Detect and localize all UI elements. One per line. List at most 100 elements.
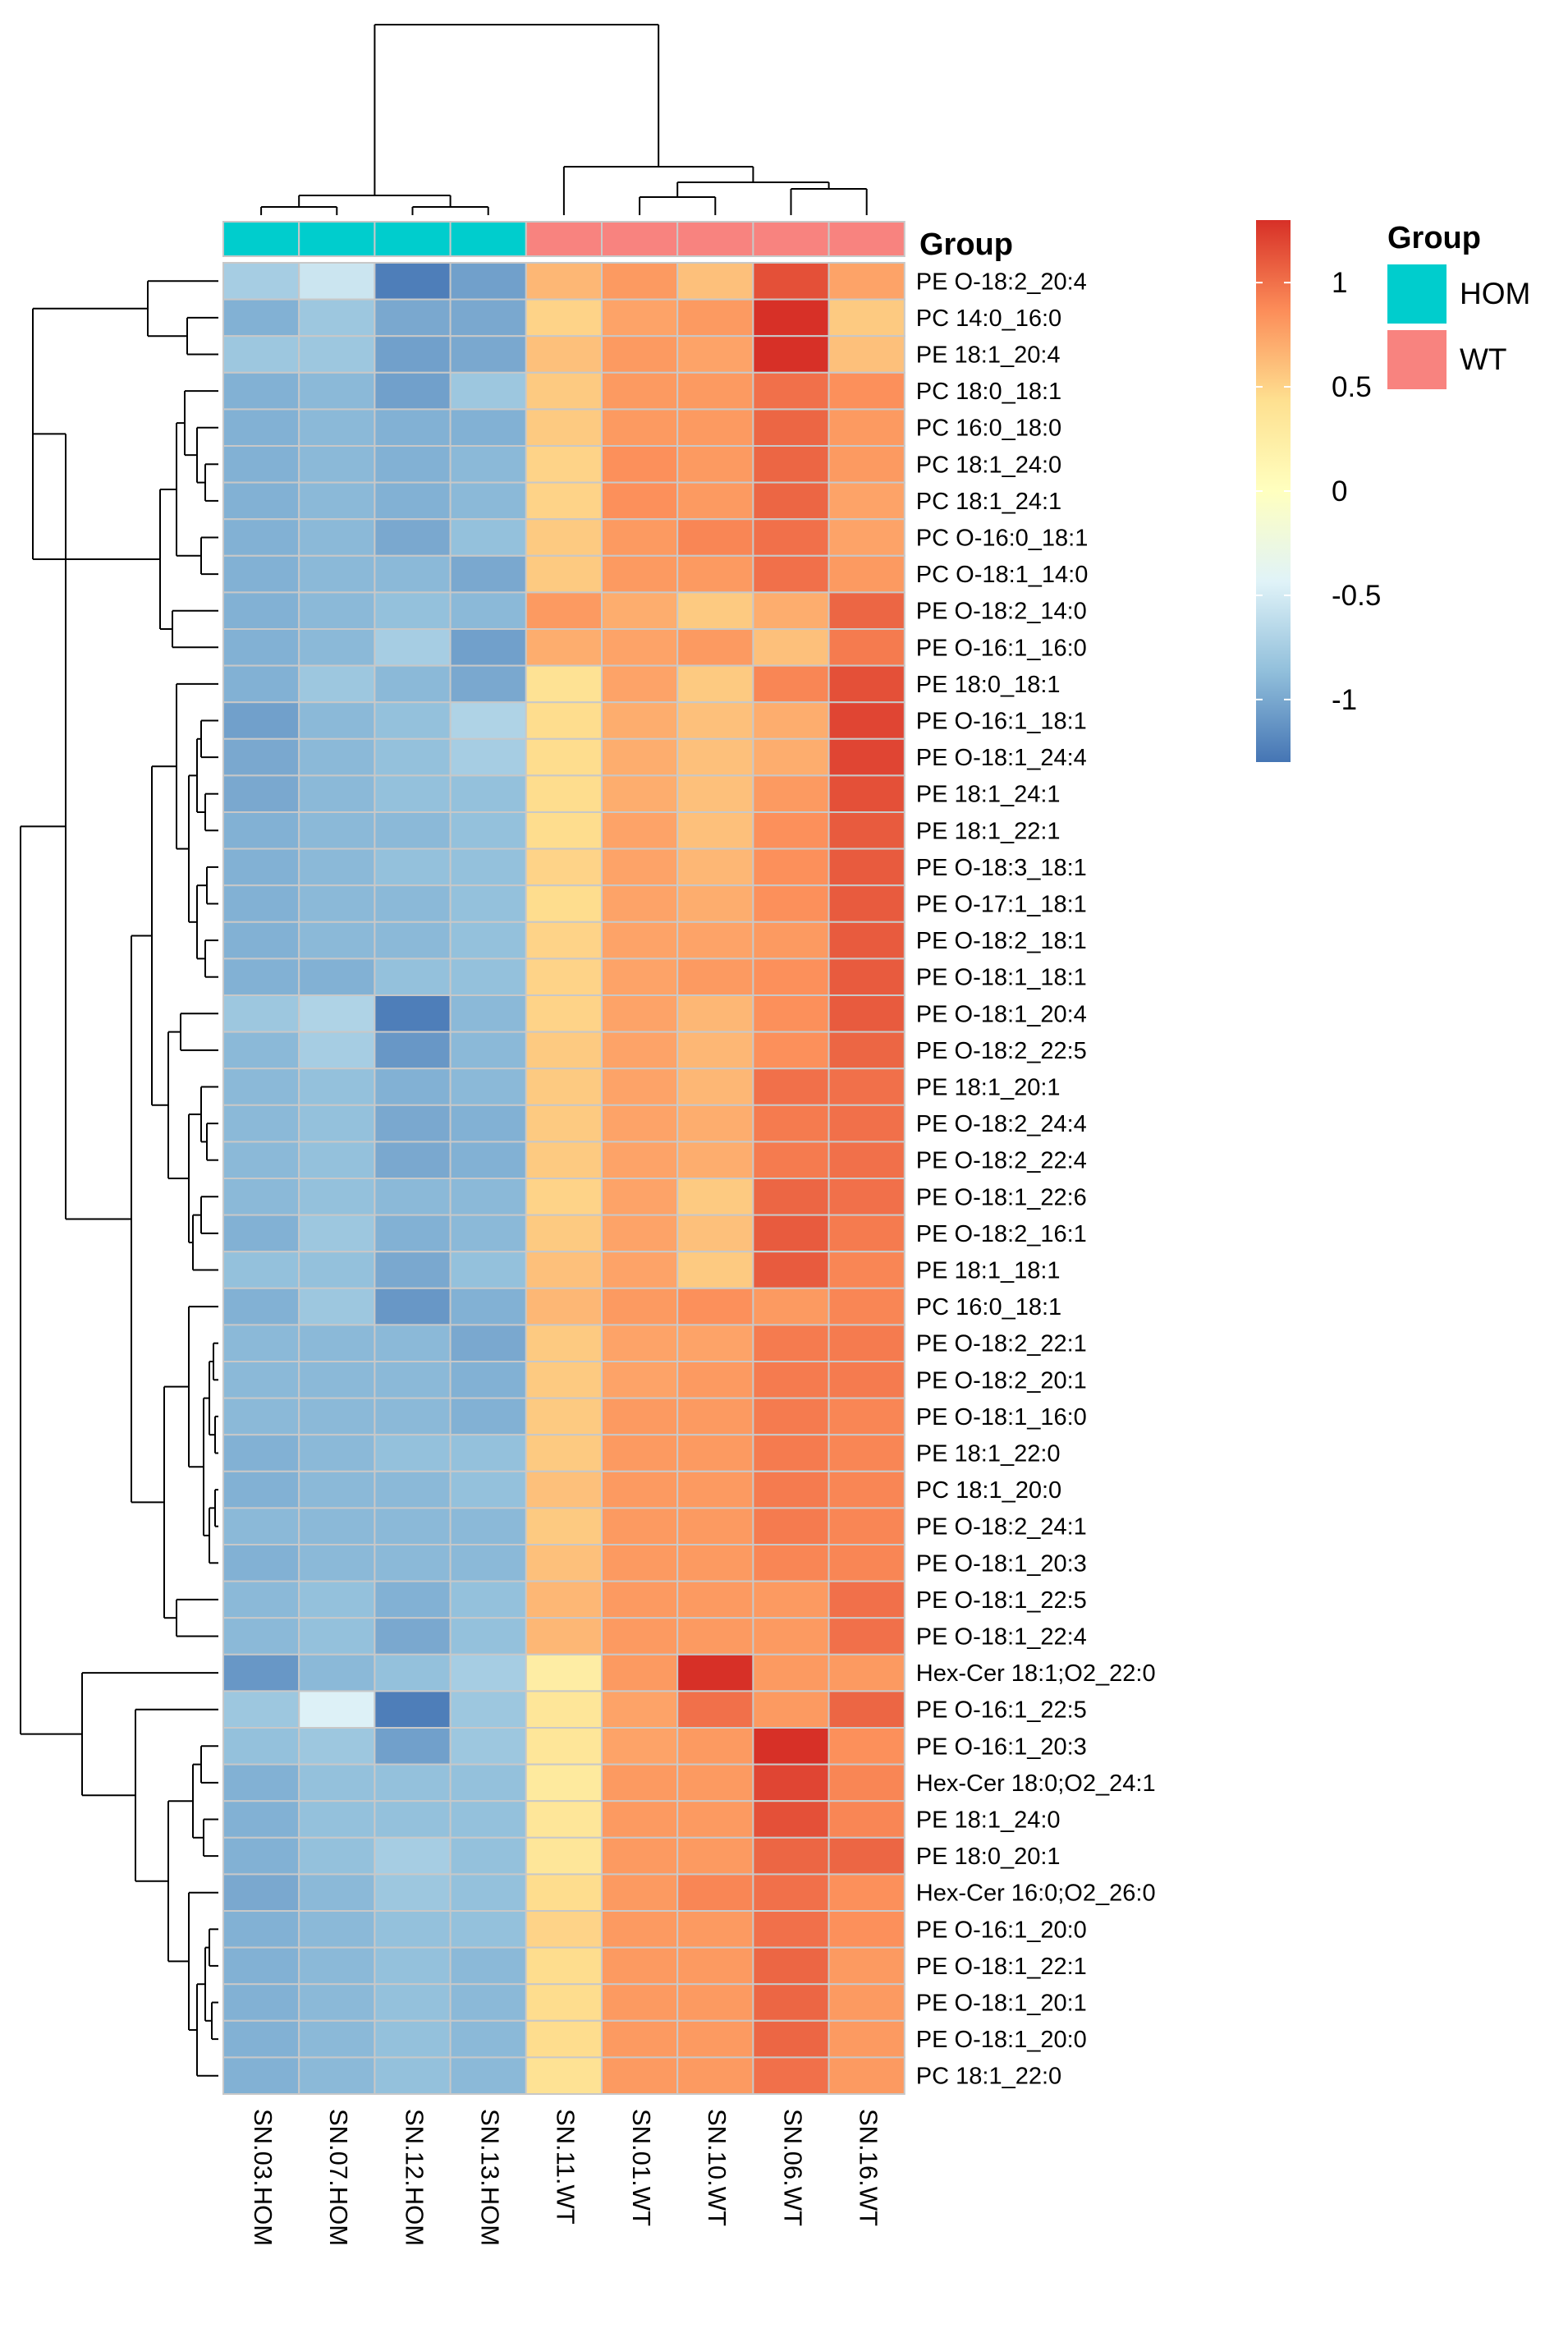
heatmap-cell (752, 1653, 830, 1692)
heatmap-cell (222, 481, 300, 521)
heatmap-cell (601, 2056, 679, 2095)
heatmap-cell (676, 1727, 754, 1766)
row-label: PE O-18:1_20:1 (916, 1991, 1087, 2017)
heatmap-cell (298, 884, 376, 923)
heatmap-cell (525, 1178, 603, 1216)
column-label: SN.11.WT (552, 2109, 580, 2225)
heatmap-cell (525, 1324, 603, 1363)
heatmap-cell (449, 958, 527, 997)
heatmap-cell (828, 298, 905, 338)
heatmap-cell (298, 2056, 376, 2095)
heatmap-cell (449, 1287, 527, 1326)
column-label: SN.13.HOM (476, 2109, 505, 2246)
heatmap-cell (828, 1653, 905, 1692)
heatmap-cell (298, 445, 376, 484)
heatmap-cell (525, 811, 603, 850)
heatmap-cell (752, 1104, 830, 1143)
heatmap-cell (676, 262, 754, 301)
heatmap-cell (374, 921, 452, 960)
heatmap-cell (752, 335, 830, 374)
heatmap-cell (601, 262, 679, 301)
heatmap-cell (298, 1141, 376, 1180)
group-legend-swatch (1387, 264, 1447, 324)
heatmap-cell (449, 1946, 527, 1986)
row-dendrogram (20, 280, 218, 2077)
heatmap-cell (222, 1397, 300, 1436)
heatmap-cell (601, 1800, 679, 1839)
heatmap-cell (601, 554, 679, 594)
heatmap-cell (676, 1544, 754, 1582)
heatmap-cell (222, 1544, 300, 1582)
color-bar-tick-label: -0.5 (1332, 580, 1381, 612)
heatmap-cell (374, 1983, 452, 2022)
heatmap-cell (222, 811, 300, 850)
heatmap-cell (828, 921, 905, 960)
heatmap-cell (676, 1434, 754, 1472)
heatmap-cell (374, 481, 452, 521)
heatmap-cell (222, 1910, 300, 1949)
heatmap-cell (222, 1324, 300, 1363)
column-label: SN.03.HOM (249, 2109, 277, 2246)
heatmap-cell (676, 1763, 754, 1803)
heatmap-cell (676, 1324, 754, 1363)
heatmap-cell (601, 1031, 679, 1070)
heatmap-cell (298, 1068, 376, 1106)
heatmap-cell (525, 737, 603, 777)
heatmap-cell (525, 847, 603, 887)
heatmap-cell (374, 1178, 452, 1216)
heatmap-cell (752, 1251, 830, 1289)
heatmap-cell (374, 371, 452, 411)
heatmap-cell (298, 1836, 376, 1876)
heatmap-cell (828, 884, 905, 923)
heatmap-cell (752, 1836, 830, 1876)
heatmap-cell (298, 1544, 376, 1582)
heatmap-cell (828, 1836, 905, 1876)
heatmap-cell (676, 1946, 754, 1986)
row-label: PE O-18:2_14:0 (916, 599, 1087, 625)
row-label: PE O-18:2_22:4 (916, 1148, 1087, 1174)
heatmap-cell (525, 2056, 603, 2095)
row-label: Hex-Cer 18:0;O2_24:1 (916, 1770, 1156, 1797)
heatmap-cell (601, 1068, 679, 1106)
heatmap-cell (298, 1251, 376, 1289)
heatmap-cell (525, 1617, 603, 1656)
heatmap-cell (298, 1727, 376, 1766)
heatmap-cell (525, 1141, 603, 1180)
heatmap-cell (374, 884, 452, 923)
column-labels: SN.03.HOM SN.07.HOM SN.12.HOM SN.13.HOM SN.1… (249, 2109, 883, 2246)
heatmap-cell (449, 847, 527, 887)
heatmap-cell (676, 1214, 754, 1253)
heatmap-cell (222, 371, 300, 411)
heatmap-cell (601, 1983, 679, 2022)
heatmap-cell (525, 701, 603, 740)
heatmap-cell (298, 1507, 376, 1546)
group-annotation-cell (298, 221, 376, 257)
heatmap-cell (449, 1800, 527, 1839)
heatmap-cell (298, 774, 376, 814)
heatmap-cell (828, 518, 905, 557)
heatmap-cell (374, 445, 452, 484)
heatmap-cell (601, 1507, 679, 1546)
heatmap-cell (298, 298, 376, 338)
heatmap-cell (449, 335, 527, 374)
row-label: PC 18:0_18:1 (916, 379, 1061, 405)
row-label: PE O-16:1_16:0 (916, 635, 1087, 661)
heatmap-cell (828, 1580, 905, 1619)
heatmap-cell (828, 2019, 905, 2059)
heatmap-cell (828, 1031, 905, 1070)
column-label: SN.06.WT (778, 2109, 807, 2226)
heatmap-cell (525, 1104, 603, 1143)
heatmap-cell (298, 1031, 376, 1070)
row-label: PE O-18:1_22:5 (916, 1587, 1087, 1614)
row-label: PE 18:1_20:1 (916, 1075, 1061, 1101)
heatmap-cell (298, 1397, 376, 1436)
group-annotation-cell (449, 221, 527, 257)
row-label: PE O-18:1_20:0 (916, 2027, 1087, 2053)
heatmap-cell (449, 1617, 527, 1656)
heatmap-cell (525, 1836, 603, 1876)
heatmap-cell (676, 554, 754, 594)
heatmap-cell (298, 811, 376, 850)
row-label: PE 18:0_18:1 (916, 672, 1061, 698)
heatmap-cell (601, 408, 679, 447)
heatmap-cell (752, 2056, 830, 2095)
